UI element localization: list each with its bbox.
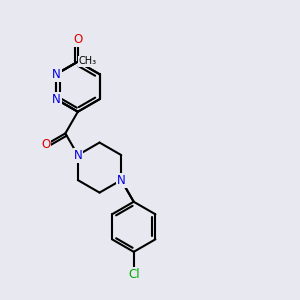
Text: N: N bbox=[52, 68, 61, 81]
Text: N: N bbox=[74, 148, 82, 162]
Text: N: N bbox=[52, 93, 61, 106]
Text: O: O bbox=[73, 33, 83, 46]
Text: O: O bbox=[41, 138, 50, 151]
Text: Cl: Cl bbox=[128, 268, 140, 281]
Text: CH₃: CH₃ bbox=[78, 56, 96, 66]
Text: N: N bbox=[117, 174, 126, 187]
